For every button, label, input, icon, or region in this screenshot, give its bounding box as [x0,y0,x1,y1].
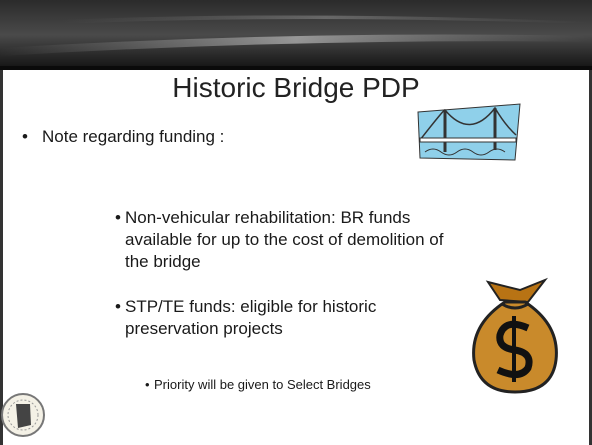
bullet-dot: • [145,376,150,394]
left-edge [0,70,3,445]
money-bag-icon [474,280,557,392]
bullet-text: Priority will be given to Select Bridges [154,376,454,394]
bullet-dot: • [115,296,121,318]
bullet-dot: • [22,126,28,148]
bridge-icon [418,104,520,160]
bullet-text: Note regarding funding : [42,126,402,148]
seal-icon [2,394,44,436]
header-edge [0,66,592,70]
bullet-text: Non-vehicular rehabilitation: BR funds a… [125,207,470,273]
bullet-dot: • [115,207,121,229]
bullet-text: STP/TE funds: eligible for historic pres… [125,296,435,340]
slide: Historic Bridge PDP • Note regarding fun… [0,0,592,445]
slide-title: Historic Bridge PDP [0,72,592,104]
